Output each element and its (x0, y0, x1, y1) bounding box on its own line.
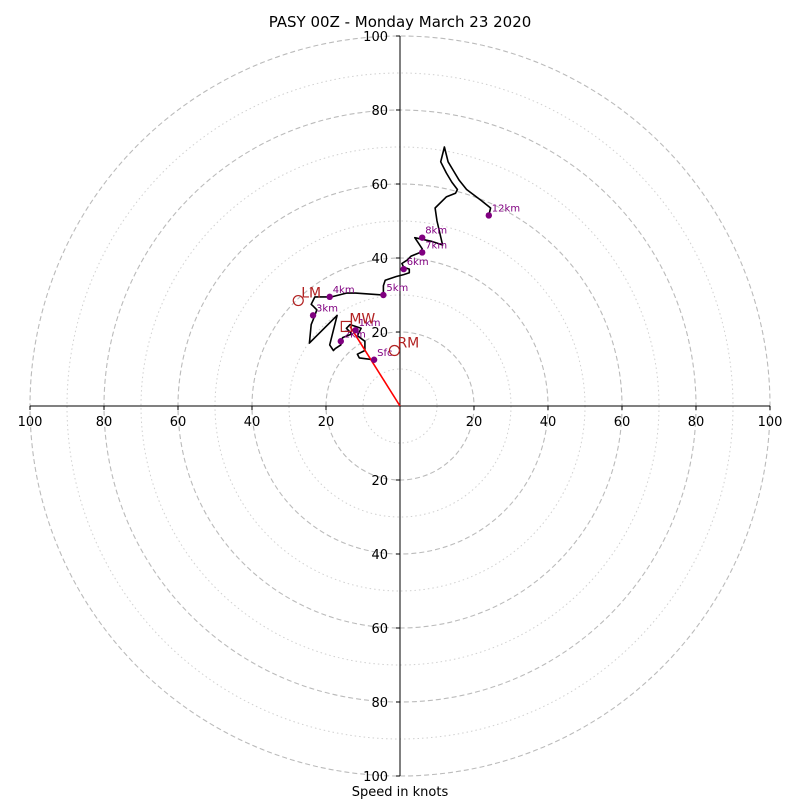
height-marker-1km (352, 326, 359, 334)
y-tick-label: 80 (371, 104, 388, 119)
x-tick-label: 40 (540, 415, 557, 430)
y-tick-label: 100 (363, 30, 388, 45)
y-tick-label: 20 (371, 326, 388, 341)
height-label-4km: 4km (333, 285, 355, 296)
motion-marker-rm (388, 344, 401, 357)
x-tick-label: 20 (466, 415, 483, 430)
x-tick-label: 80 (96, 415, 113, 430)
height-marker-6km (400, 265, 407, 273)
chart-title: PASY 00Z - Monday March 23 2020 (269, 13, 532, 31)
y-tick-label: 60 (371, 622, 388, 637)
height-marker-5km (380, 291, 387, 299)
height-label-5km: 5km (386, 283, 408, 294)
x-axis-label: Speed in knots (352, 785, 449, 800)
hodograph-line (308, 146, 492, 361)
x-tick-label: 80 (688, 415, 705, 430)
y-tick-label: 60 (371, 178, 388, 193)
height-label-8km: 8km (425, 226, 447, 237)
motion-label-mw: MW (349, 311, 375, 327)
y-tick-label: 40 (371, 252, 388, 267)
x-tick-label: 100 (18, 415, 43, 430)
x-tick-label: 60 (170, 415, 187, 430)
x-tick-label: 40 (244, 415, 261, 430)
height-label-6km: 6km (407, 257, 429, 268)
motion-marker-mw (340, 320, 352, 333)
height-marker-sfc (370, 356, 378, 363)
x-tick-label: 60 (614, 415, 631, 430)
y-tick-label: 80 (371, 696, 388, 711)
height-marker-4km (326, 293, 333, 301)
height-label-3km: 3km (316, 303, 338, 314)
tick-labels: 100 80 60 40 20 20 40 60 80 100 100 80 60 40 20 20 40 60 8… (18, 30, 783, 785)
height-label-7km: 7km (425, 240, 447, 251)
motion-marker-lm (292, 294, 304, 307)
height-label-1km: 1km (359, 318, 381, 329)
x-tick-label: 100 (758, 415, 783, 430)
height-marker-7km (419, 249, 426, 256)
height-marker-12km (485, 212, 492, 219)
mean-wind-vector (349, 326, 401, 407)
motion-label-rm: RM (397, 336, 419, 352)
y-tick-label: 20 (371, 474, 388, 489)
height-label-2km: 2km (344, 329, 366, 340)
x-tick-label: 20 (318, 415, 335, 430)
y-tick-label: 100 (363, 770, 388, 785)
height-marker-8km (419, 234, 426, 241)
height-marker-2km (337, 338, 344, 345)
height-label-12km: 12km (492, 203, 520, 214)
height-marker-3km (309, 312, 317, 319)
motion-label-lm: LM (301, 286, 321, 302)
height-label-sfc: Sfc (377, 348, 392, 359)
y-tick-label: 40 (371, 548, 388, 563)
